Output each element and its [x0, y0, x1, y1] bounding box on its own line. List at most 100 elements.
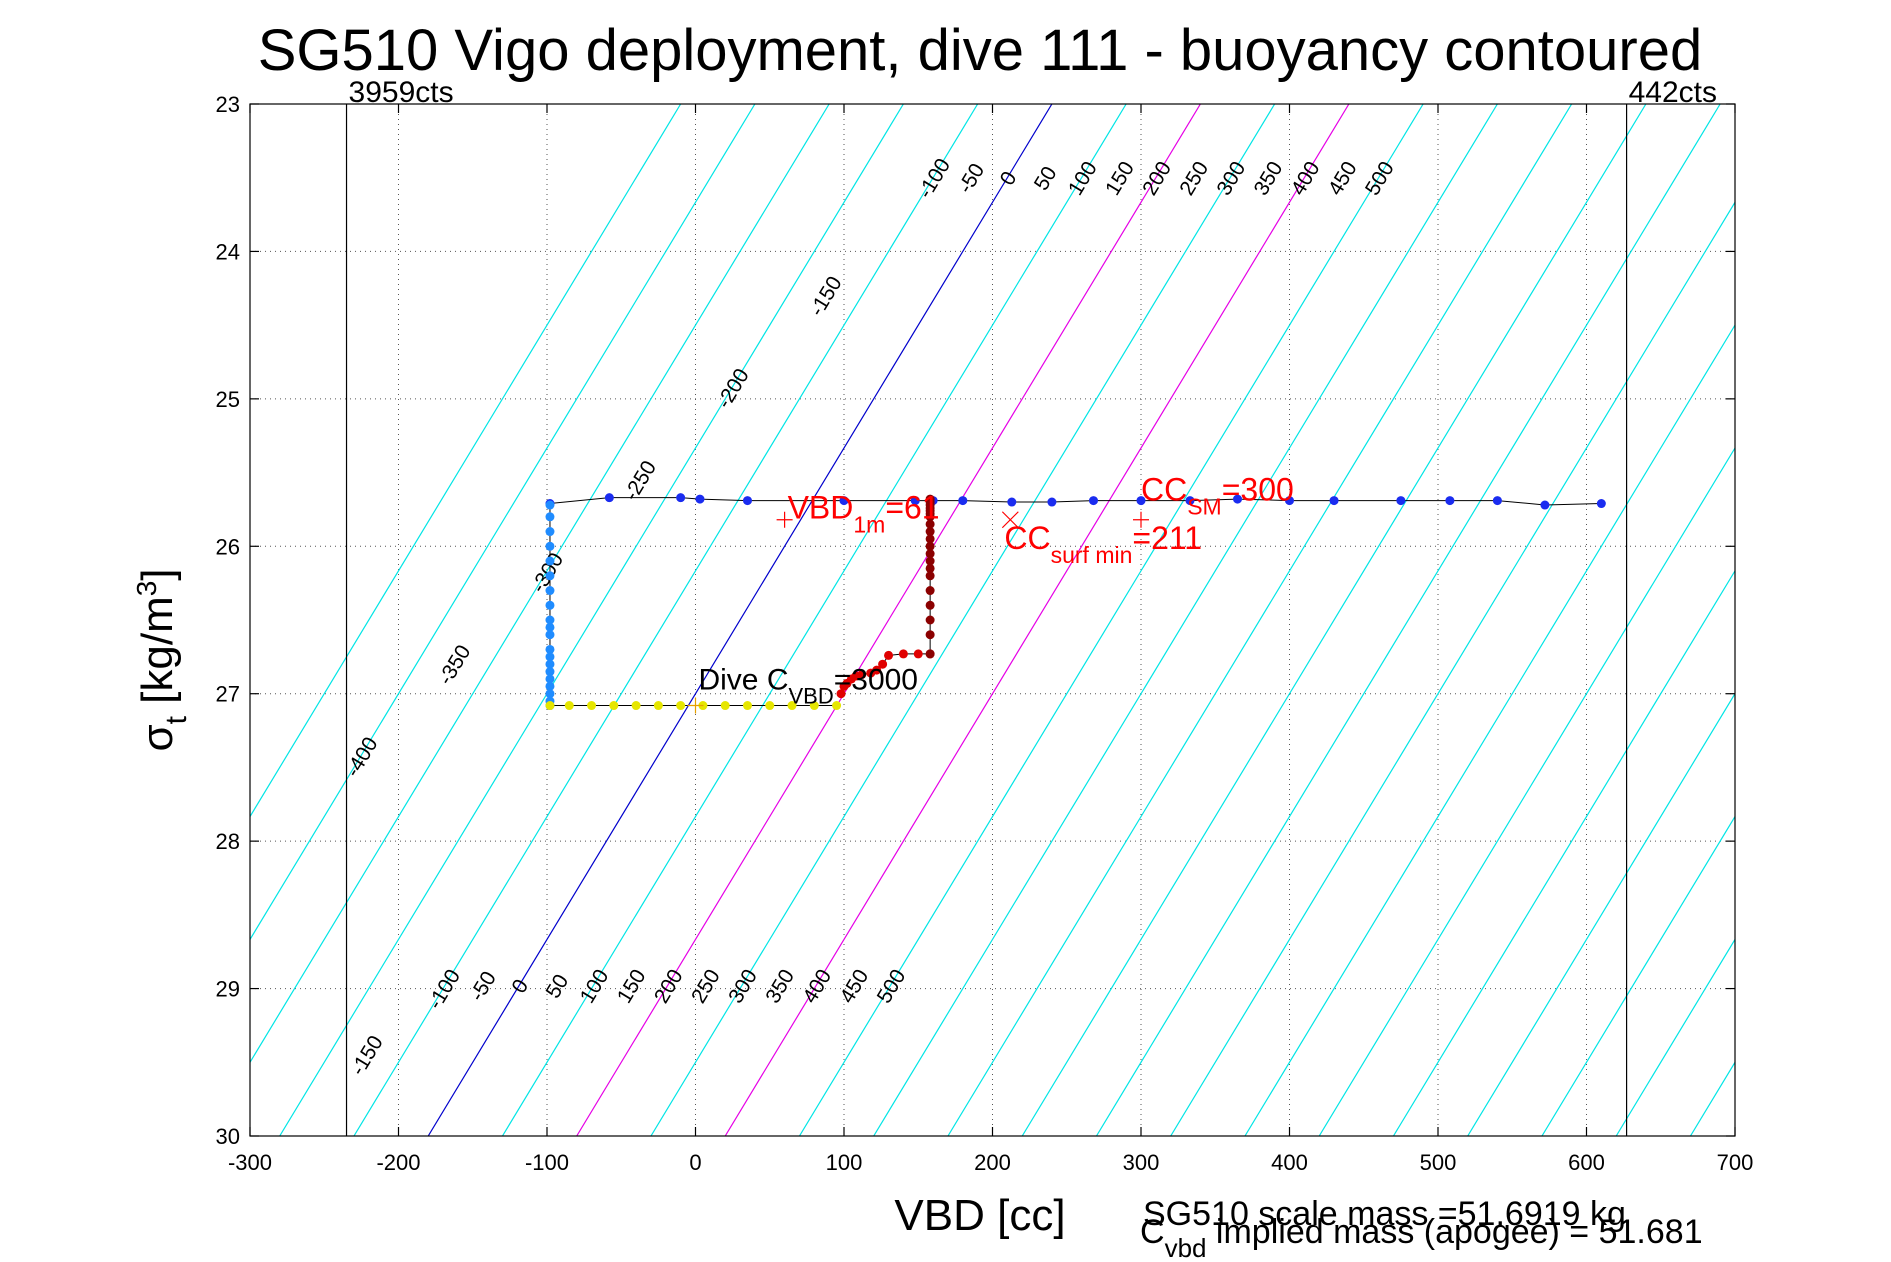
buoyancy-contour-line	[1615, 938, 1735, 1136]
y-tick-label: 27	[216, 682, 240, 707]
implied-mass-label: Cvbd implied mass (apogee) = 51.681	[1140, 1213, 1703, 1262]
data-point-apogee	[742, 701, 752, 711]
data-point-surface	[604, 493, 614, 503]
buoyancy-contour-line	[1095, 104, 1721, 1136]
data-point-dive	[545, 674, 555, 684]
data-point-surface	[910, 496, 920, 506]
x-tick-label: 400	[1271, 1150, 1308, 1175]
data-point-dive	[545, 512, 555, 522]
data-point-apogee	[631, 701, 641, 711]
buoyancy-contour-line	[1244, 323, 1735, 1136]
x-tick-label: 300	[1123, 1150, 1160, 1175]
x-axis-label: VBD [cc]	[894, 1191, 1065, 1240]
data-point-surface	[958, 496, 968, 506]
data-point-surface	[1136, 496, 1146, 506]
buoyancy-contour-line	[576, 104, 1201, 1136]
buoyancy-contour-line	[1467, 692, 1735, 1136]
y-tick-label: 26	[216, 534, 240, 559]
data-series	[545, 493, 1606, 711]
data-point-dive	[545, 689, 555, 699]
data-point-climb-upper	[925, 541, 935, 551]
data-point-climb-upper	[925, 556, 935, 566]
x-tick-label: 700	[1717, 1150, 1754, 1175]
buoyancy-contour-line	[1170, 201, 1735, 1136]
data-point-dive	[545, 681, 555, 691]
data-point-apogee	[587, 701, 597, 711]
data-point-climb-upper	[925, 494, 935, 504]
data-point-surface	[676, 493, 686, 503]
data-point-surface	[1329, 496, 1339, 506]
data-point-climb-upper	[925, 615, 935, 625]
data-point-dive	[545, 600, 555, 610]
buoyancy-contour-line	[650, 104, 1276, 1136]
data-point-climb	[898, 649, 908, 659]
buoyancy-contour-line	[250, 104, 756, 941]
buoyancy-contour-line	[1318, 446, 1735, 1136]
data-point-dive	[545, 500, 555, 510]
buoyancy-contour-line	[1541, 815, 1735, 1136]
y-tick-label: 24	[216, 239, 240, 264]
data-point-apogee	[653, 701, 663, 711]
buoyancy-contour-line	[427, 104, 1053, 1136]
data-point-climb	[836, 689, 846, 699]
annotation-label: CCSM=300	[1141, 472, 1294, 520]
y-tick-label: 25	[216, 387, 240, 412]
data-point-dive	[545, 652, 555, 662]
buoyancy-contour-line	[873, 104, 1498, 1136]
axis-ticks: -300 -200 -100 0 100 200 300 400 500 600 700 23 24 25…	[216, 92, 1754, 1175]
data-point-surface	[1007, 497, 1017, 507]
data-point-climb-upper	[925, 534, 935, 544]
data-point-apogee	[720, 701, 730, 711]
data-point-dive	[545, 659, 555, 669]
data-point-apogee	[676, 701, 686, 711]
x-tick-label: 200	[974, 1150, 1011, 1175]
plus-marker	[776, 511, 793, 528]
data-point-apogee	[832, 701, 842, 711]
data-point-climb-upper	[925, 527, 935, 537]
data-point-surface	[695, 494, 705, 504]
data-point-climb-upper	[925, 586, 935, 596]
annotation-label: Dive CVBD=3000	[698, 663, 918, 708]
data-point-apogee	[787, 701, 797, 711]
x-tick-label: -100	[525, 1150, 569, 1175]
x-tick-label: 500	[1420, 1150, 1457, 1175]
annotation-label: CCsurf min=211	[1004, 520, 1202, 568]
scale-mass-label: SG510 scale mass =51.6919 kg	[1143, 1195, 1626, 1233]
y-tick-label: 29	[216, 977, 240, 1002]
data-point-climb-upper	[925, 519, 935, 529]
x-tick-label: -300	[228, 1150, 272, 1175]
data-point-climb-upper	[925, 571, 935, 581]
buoyancy-contour-line	[1021, 104, 1647, 1136]
data-point-surface	[1596, 499, 1606, 509]
data-point-surface	[742, 496, 752, 506]
buoyancy-contour-line	[250, 104, 682, 818]
chart-title: SG510 Vigo deployment, dive 111 - buoyan…	[258, 18, 1703, 83]
data-point-surface	[1088, 496, 1098, 506]
x-marker	[1001, 511, 1019, 529]
data-point-surface	[1233, 494, 1243, 504]
buoyancy-contour-line	[1392, 569, 1735, 1136]
data-point-surface	[1540, 500, 1550, 510]
data-point-climb-upper	[925, 600, 935, 610]
data-point-apogee	[809, 701, 819, 711]
y-tick-label: 23	[216, 92, 240, 117]
plus-marker	[687, 697, 704, 714]
data-point-climb	[872, 665, 882, 675]
data-point-apogee	[545, 701, 555, 711]
data-point-climb	[913, 649, 923, 659]
y-tick-label: 30	[216, 1124, 240, 1149]
buoyancy-contour-line	[947, 104, 1573, 1136]
data-point-dive	[545, 556, 555, 566]
y-tick-label: 28	[216, 829, 240, 854]
data-point-climb	[857, 670, 867, 680]
data-point-climb-upper	[925, 649, 935, 659]
data-point-apogee	[564, 701, 574, 711]
data-point-surface	[839, 496, 849, 506]
data-point-surface	[1285, 496, 1294, 506]
data-point-climb-upper	[925, 549, 935, 559]
data-point-surface	[1047, 497, 1057, 507]
x-tick-label: 0	[689, 1150, 701, 1175]
